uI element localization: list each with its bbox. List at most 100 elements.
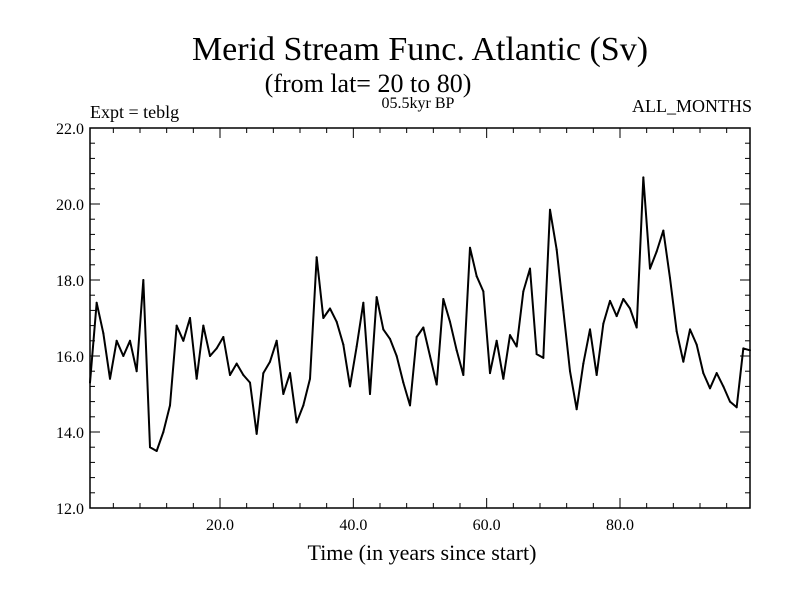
data-point bbox=[142, 279, 145, 281]
axis-tick-labels: 20.0 40.0 60.0 80.0 12.0 14.0 16.0 18.0 20.0 22.0 bbox=[56, 121, 634, 534]
data-point bbox=[149, 446, 151, 449]
data-point bbox=[715, 372, 718, 375]
data-point bbox=[95, 301, 98, 304]
y-tick-label: 12.0 bbox=[56, 501, 84, 518]
data-point bbox=[549, 208, 551, 211]
data-point bbox=[109, 377, 111, 380]
data-point bbox=[209, 355, 211, 357]
data-point bbox=[229, 374, 231, 376]
data-point bbox=[189, 317, 191, 319]
data-point bbox=[335, 320, 338, 323]
data-point bbox=[649, 267, 651, 270]
data-point bbox=[729, 400, 731, 403]
data-point bbox=[502, 377, 505, 380]
y-tick-label: 22.0 bbox=[56, 121, 84, 138]
y-tick-label: 14.0 bbox=[56, 425, 84, 442]
data-point bbox=[455, 349, 458, 352]
data-point bbox=[282, 393, 285, 395]
data-point bbox=[582, 362, 585, 365]
y-tick-label: 18.0 bbox=[56, 273, 84, 290]
data-point bbox=[615, 315, 618, 318]
data-point bbox=[122, 355, 125, 357]
data-point bbox=[242, 374, 245, 376]
data-point bbox=[749, 349, 751, 352]
data-point bbox=[735, 406, 738, 409]
data-point bbox=[675, 330, 678, 333]
data-point bbox=[442, 298, 445, 300]
data-points bbox=[89, 176, 751, 452]
data-point bbox=[322, 317, 325, 319]
data-point bbox=[415, 336, 418, 338]
series-line bbox=[89, 176, 751, 452]
chart-title: Merid Stream Func. Atlantic (Sv) bbox=[192, 31, 648, 68]
data-point bbox=[655, 250, 658, 253]
data-point bbox=[689, 328, 691, 331]
data-point bbox=[495, 339, 498, 342]
data-point bbox=[262, 372, 265, 375]
data-point bbox=[475, 275, 478, 278]
data-point bbox=[342, 343, 345, 346]
data-point bbox=[162, 431, 165, 433]
data-point bbox=[409, 404, 411, 407]
data-point bbox=[249, 381, 251, 384]
data-point bbox=[529, 267, 531, 270]
x-axis-label: Time (in years since start) bbox=[308, 540, 537, 565]
data-point bbox=[435, 383, 438, 386]
data-point bbox=[489, 372, 491, 375]
data-point bbox=[575, 408, 578, 411]
data-point bbox=[215, 347, 218, 350]
data-point bbox=[235, 362, 238, 365]
data-point bbox=[255, 432, 258, 435]
data-point bbox=[469, 246, 471, 249]
data-point bbox=[422, 326, 425, 329]
data-point bbox=[369, 393, 371, 395]
data-point bbox=[355, 345, 358, 348]
data-point bbox=[382, 328, 385, 331]
data-point bbox=[742, 347, 745, 350]
data-point bbox=[462, 374, 465, 376]
x-tick-label: 20.0 bbox=[206, 517, 234, 534]
months-label: ALL_MONTHS bbox=[632, 96, 752, 116]
y-tick-label: 20.0 bbox=[56, 197, 84, 214]
data-point bbox=[449, 320, 451, 323]
data-point bbox=[155, 450, 158, 452]
data-point bbox=[349, 385, 351, 388]
data-point bbox=[695, 343, 698, 346]
data-point bbox=[515, 345, 518, 348]
data-point bbox=[602, 322, 605, 325]
data-point bbox=[89, 381, 91, 384]
data-point bbox=[595, 374, 598, 376]
data-point bbox=[302, 404, 305, 407]
data-point bbox=[569, 370, 571, 373]
data-point bbox=[509, 334, 511, 337]
data-point bbox=[115, 339, 118, 342]
data-point bbox=[269, 360, 271, 363]
data-point bbox=[429, 355, 431, 357]
data-point bbox=[182, 339, 185, 342]
data-point bbox=[589, 328, 591, 331]
data-point bbox=[362, 301, 365, 304]
x-tick-label: 60.0 bbox=[473, 517, 501, 534]
data-point bbox=[682, 360, 685, 363]
data-point bbox=[669, 277, 671, 280]
data-point bbox=[289, 372, 291, 375]
data-point bbox=[222, 336, 225, 338]
data-point bbox=[202, 324, 205, 327]
data-point bbox=[315, 256, 318, 259]
data-point bbox=[295, 421, 298, 424]
data-point bbox=[542, 356, 545, 359]
data-point bbox=[709, 387, 711, 390]
data-point bbox=[622, 298, 625, 300]
data-point bbox=[609, 299, 611, 302]
data-point bbox=[662, 229, 665, 232]
data-point bbox=[555, 248, 558, 251]
period-label: 05.5kyr BP bbox=[382, 95, 455, 112]
experiment-label: Expt = teblg bbox=[90, 102, 179, 122]
data-point bbox=[275, 339, 278, 342]
data-point bbox=[102, 332, 105, 335]
chart-subtitle: (from lat= 20 to 80) bbox=[265, 69, 472, 98]
y-tick-label: 16.0 bbox=[56, 349, 84, 366]
data-point bbox=[309, 377, 311, 380]
data-point bbox=[129, 339, 131, 342]
data-point bbox=[482, 290, 485, 293]
